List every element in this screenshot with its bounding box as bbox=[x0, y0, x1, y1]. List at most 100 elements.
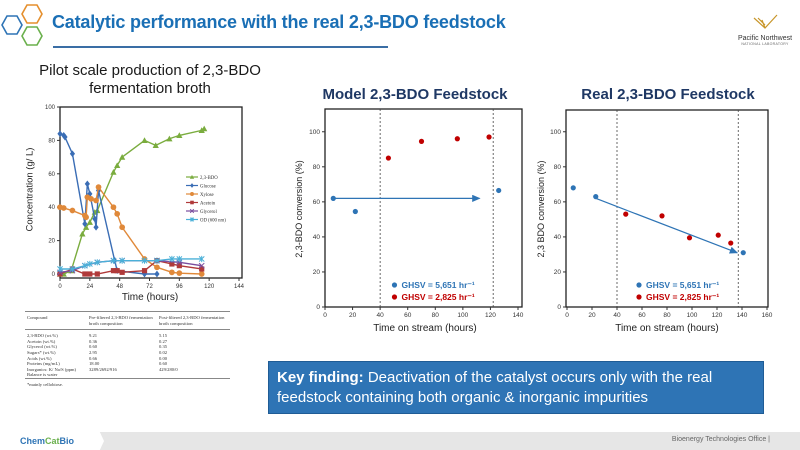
series-line-od-600-nm- bbox=[60, 258, 202, 270]
data-point-diamond bbox=[82, 220, 88, 228]
chemcatbio-logo: ChemCatBio bbox=[0, 432, 104, 450]
y-tick-label: 80 bbox=[554, 164, 562, 171]
left-xlabel: Time (hours) bbox=[121, 292, 179, 303]
table-row: 2,3-BDO (wt.%) 9.21 5.15 bbox=[25, 330, 230, 339]
table-row: Proteins (mg/mL) 18.00 0.60 bbox=[25, 361, 230, 367]
x-tick-label: 80 bbox=[663, 312, 671, 319]
x-tick-label: 144 bbox=[234, 284, 245, 290]
data-point-triangle bbox=[166, 135, 173, 142]
legend-label: 2,3-BDO bbox=[200, 176, 218, 181]
data-point bbox=[496, 187, 502, 194]
x-tick-label: 0 bbox=[58, 284, 62, 290]
x-tick-label: 140 bbox=[737, 312, 748, 319]
data-point bbox=[454, 136, 460, 142]
data-point-circle bbox=[93, 197, 99, 204]
table-cell: 5.15 bbox=[159, 333, 168, 339]
table-cell: 2,3-BDO (wt.%) bbox=[27, 333, 58, 339]
y-tick-label: 100 bbox=[45, 105, 56, 111]
x-tick-label: 72 bbox=[146, 284, 153, 290]
data-point bbox=[385, 155, 392, 161]
data-point-triangle bbox=[176, 132, 183, 138]
x-tick-label: 120 bbox=[204, 284, 215, 290]
real-chart-title: Real 2,3-BDO Feedstock bbox=[581, 86, 755, 103]
x-tick-label: 100 bbox=[457, 312, 468, 319]
y-tick-label: 100 bbox=[309, 129, 320, 136]
data-point-triangle bbox=[110, 169, 117, 175]
y-tick-label: 40 bbox=[48, 205, 55, 211]
table-cell: 0.66 bbox=[89, 355, 98, 361]
key-finding-box: Key finding: Deactivation of the catalys… bbox=[268, 361, 764, 414]
legend-marker bbox=[391, 294, 398, 300]
data-point-square bbox=[169, 261, 175, 267]
data-point-star bbox=[57, 265, 63, 273]
y-tick-label: 60 bbox=[48, 172, 55, 178]
table-cell: Acids (wt.%) bbox=[27, 355, 52, 361]
data-point bbox=[686, 235, 693, 241]
x-tick-label: 60 bbox=[638, 312, 646, 319]
trend-arrow bbox=[595, 197, 739, 254]
x-tick-label: 80 bbox=[432, 312, 440, 319]
data-point-triangle bbox=[86, 219, 93, 225]
y-tick-label: 40 bbox=[554, 234, 562, 241]
y-tick-label: 20 bbox=[313, 269, 321, 276]
table-cell: 429/280/0 bbox=[159, 366, 178, 372]
legend-marker-diamond bbox=[190, 183, 194, 188]
data-point-diamond bbox=[62, 133, 68, 141]
legend-marker-triangle bbox=[189, 174, 195, 179]
data-point-x bbox=[198, 262, 205, 269]
y-tick-label: 0 bbox=[557, 304, 561, 311]
data-point bbox=[659, 213, 665, 219]
data-point-circle bbox=[60, 205, 67, 211]
data-point-square bbox=[141, 268, 148, 274]
legend-label: GHSV = 2,825 hr⁻¹ bbox=[646, 292, 719, 302]
model-ylabel: 2,3-BDO conversion (%) bbox=[294, 160, 304, 258]
data-point-circle bbox=[110, 204, 117, 211]
data-point-square bbox=[114, 268, 120, 274]
data-point-square bbox=[82, 271, 88, 277]
legend-marker-circle bbox=[190, 192, 194, 196]
data-point-square bbox=[119, 269, 125, 275]
table-cell: 0.27 bbox=[159, 338, 168, 344]
data-point-triangle bbox=[114, 162, 121, 169]
x-tick-label: 160 bbox=[762, 312, 773, 319]
table-cell: 0.60 bbox=[89, 344, 98, 350]
col-prefiltered: Pre-filtered 2,3-BDO fermentation broth … bbox=[89, 315, 153, 326]
data-point bbox=[715, 232, 721, 238]
table-cell: 0.00 bbox=[159, 355, 168, 361]
data-point bbox=[486, 134, 492, 140]
table-row: Glycerol (wt.%) 0.60 0.35 bbox=[25, 344, 230, 350]
data-point bbox=[593, 194, 599, 200]
pnnl-logo: Pacific Northwest NATIONAL LABORATORY bbox=[735, 14, 795, 46]
legend-marker-x bbox=[189, 208, 195, 214]
data-point bbox=[570, 185, 576, 191]
data-point-square bbox=[87, 271, 93, 277]
model-chart-title: Model 2,3-BDO Feedstock bbox=[322, 86, 508, 103]
legend-label: OD (600 nm) bbox=[200, 218, 226, 223]
table-footnote: *mainly cellobiose. bbox=[25, 377, 230, 388]
table-cell: 3289/2692/916 bbox=[89, 366, 117, 372]
data-point-circle bbox=[198, 271, 205, 277]
table-cell: 9.21 bbox=[89, 333, 98, 339]
y-tick-label: 100 bbox=[550, 129, 561, 136]
charts-canvas: 0 24 48 72 96 120 144 0 20 40 60 80 100 2,3-BDO Glucos… bbox=[45, 105, 773, 319]
model-xlabel: Time on stream (hours) bbox=[373, 323, 477, 334]
data-point-circle bbox=[69, 207, 76, 214]
legend-label: GHSV = 5,651 hr⁻¹ bbox=[401, 280, 474, 290]
table-row: Acetoin (wt.%) 0.36 0.27 bbox=[25, 339, 230, 345]
x-tick-label: 40 bbox=[377, 312, 385, 319]
y-tick-label: 60 bbox=[313, 199, 321, 206]
y-tick-label: 60 bbox=[554, 199, 562, 206]
y-tick-label: 20 bbox=[554, 269, 562, 276]
data-point-square bbox=[94, 271, 100, 277]
data-point-triangle bbox=[79, 230, 86, 237]
legend-label: Glucose bbox=[200, 184, 216, 189]
data-point-star bbox=[81, 262, 88, 269]
x-tick-label: 40 bbox=[613, 312, 621, 319]
x-tick-label: 20 bbox=[588, 312, 596, 319]
slide-title: Catalytic performance with the real 2,3-… bbox=[52, 12, 506, 32]
data-point-star bbox=[168, 255, 175, 263]
data-point-circle bbox=[154, 264, 160, 271]
data-point bbox=[623, 211, 629, 217]
data-point-circle bbox=[114, 211, 121, 217]
legend-marker bbox=[636, 294, 642, 300]
